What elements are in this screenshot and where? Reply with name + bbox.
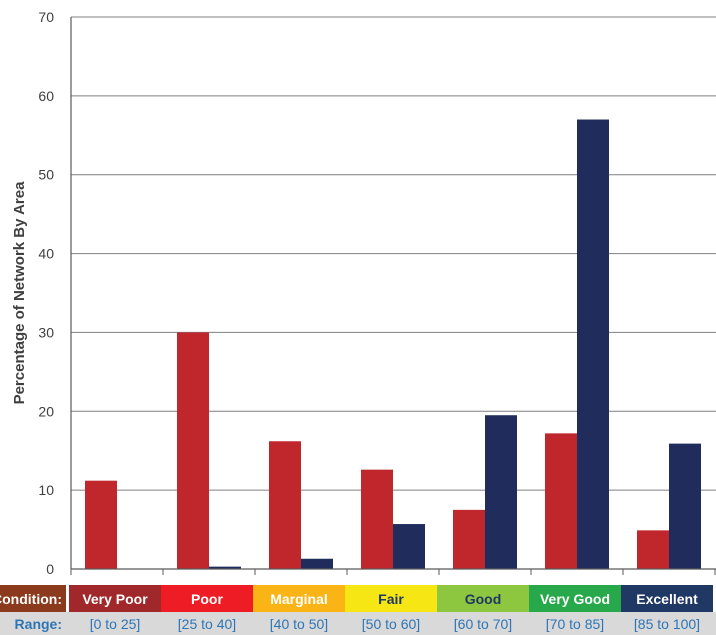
condition-cell <box>69 585 161 612</box>
y-tick-label: 60 <box>38 88 54 104</box>
bar <box>577 119 609 569</box>
bar <box>301 558 333 569</box>
y-tick-label: 20 <box>38 403 54 419</box>
range-label: [70 to 85] <box>546 616 604 632</box>
bar <box>361 469 393 569</box>
condition-row: Condition: Very Poor Poor Marginal Fair Good V… <box>0 585 713 612</box>
range-row: Range: [0 to 25] [25 to 40] [40 to 50] [50 t… <box>0 612 716 635</box>
bar <box>269 441 301 569</box>
condition-cell <box>437 585 529 612</box>
condition-cell <box>161 585 253 612</box>
range-label: [0 to 25] <box>90 616 141 632</box>
range-header-label: Range: <box>15 616 62 632</box>
bar <box>177 332 209 569</box>
y-tick-label: 70 <box>38 9 54 25</box>
range-label: [60 to 70] <box>454 616 512 632</box>
range-label: [50 to 60] <box>362 616 420 632</box>
bar <box>209 566 241 569</box>
condition-header-cell <box>0 585 66 612</box>
y-tick-label: 0 <box>46 561 54 577</box>
bar <box>453 509 485 569</box>
condition-label: Very Poor <box>82 591 148 607</box>
condition-cell <box>529 585 621 612</box>
gridlines <box>71 16 716 491</box>
condition-cell <box>621 585 713 612</box>
y-tick-label: 40 <box>38 246 54 262</box>
condition-label: Poor <box>191 591 223 607</box>
condition-cell <box>345 585 437 612</box>
y-tick-label: 10 <box>38 482 54 498</box>
y-tick-label: 50 <box>38 167 54 183</box>
y-axis-ticks: 0 10 20 30 40 50 60 70 <box>38 9 54 577</box>
range-label: [40 to 50] <box>270 616 328 632</box>
range-label: [85 to 100] <box>634 616 700 632</box>
range-row-background <box>0 612 716 635</box>
condition-label: Fair <box>378 591 404 607</box>
axes <box>70 17 716 575</box>
y-tick-label: 30 <box>38 324 54 340</box>
condition-cell <box>253 585 345 612</box>
y-axis-label: Percentage of Network By Area <box>11 181 28 405</box>
bar <box>545 433 577 569</box>
condition-label: Good <box>465 591 502 607</box>
bar <box>637 530 669 569</box>
bar <box>393 524 425 569</box>
condition-label: Very Good <box>540 591 610 607</box>
bar <box>485 415 517 569</box>
bars <box>85 119 701 569</box>
bar <box>85 480 117 569</box>
range-label: [25 to 40] <box>178 616 236 632</box>
condition-header-label: Condition: <box>0 591 62 607</box>
condition-label: Excellent <box>636 591 698 607</box>
condition-label: Marginal <box>270 591 328 607</box>
bar <box>669 443 701 569</box>
